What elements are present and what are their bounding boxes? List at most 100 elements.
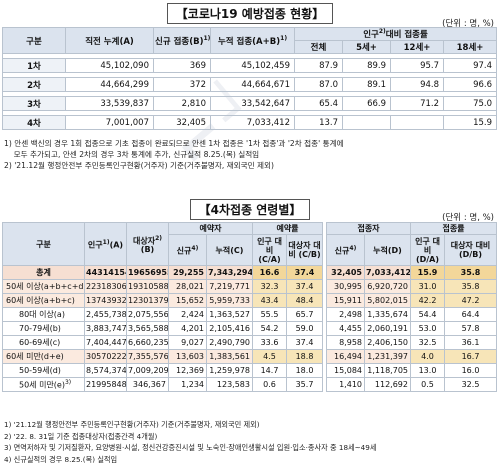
cell-new: 32,405 (153, 115, 211, 130)
row-label: 4차 (2, 115, 66, 130)
table-row: 80대 이상(a) 2,455,738 2,075,556 2,424 1,36… (2, 307, 497, 322)
cell-reserve-rate-pop: 16.6 (252, 265, 287, 280)
cell-target: 3,565,588 (126, 321, 169, 336)
row-label: 2차 (2, 77, 66, 92)
cell-rate: 87.9 (294, 58, 343, 73)
header-rate-18plus: 18세+ (443, 40, 497, 54)
row-label: 50-59세(d) (2, 363, 85, 378)
cell-vacc-rate-pop: 42.2 (410, 293, 445, 308)
row-label: 70-79세(b) (2, 321, 85, 336)
cell-reserve-rate-pop: 14.7 (252, 363, 287, 378)
cell-target: 12301379 (126, 293, 169, 308)
row-label: 1차 (2, 58, 66, 73)
cell-vacc-rate-pop: 0.5 (410, 377, 445, 392)
note-line: 2) '22. 8. 31일 기준 접종대상자(접종간격 4개월) (4, 431, 158, 441)
section2-title: 【4차접종 연령별】 (190, 199, 310, 220)
cell-vacc-cum: 1,231,397 (364, 349, 411, 364)
section1-title: 【코로나19 예방접종 현황】 (167, 3, 333, 24)
cell-rate (342, 115, 391, 130)
cell-vacc-rate-pop: 4.0 (410, 349, 445, 364)
cell-rate: 95.7 (390, 58, 444, 73)
cell-new: 2,810 (153, 96, 211, 111)
cell-reserve-new: 4,201 (168, 321, 207, 336)
cell-vacc-rate-target: 47.2 (444, 293, 497, 308)
section1-unit: (단위 : 명, %) (442, 19, 494, 29)
header-pop: 인구1)(A) (84, 222, 127, 266)
cell-prev: 7,001,007 (65, 115, 154, 130)
cell-reserve-rate-target: 18.8 (286, 349, 323, 364)
cell-new: 372 (153, 77, 211, 92)
cell-reserve-rate-target: 65.7 (286, 307, 323, 322)
cell-reserve-rate-target: 18.0 (286, 363, 323, 378)
cell-target: 6,660,235 (126, 335, 169, 350)
row-label: 총계 (2, 265, 85, 280)
header-pop-rate-c: 인구 대비 (C/A) (252, 234, 287, 266)
row-label: 50세 미만(e)3) (2, 377, 85, 392)
cell-rate: 13.7 (294, 115, 343, 130)
cell-reserve-cum: 1,383,561 (206, 349, 253, 364)
cell-vacc-new: 15,084 (326, 363, 365, 378)
cell-vacc-rate-target: 32.5 (444, 377, 497, 392)
header-rate-all: 전체 (294, 40, 343, 54)
table-row: 60-69세(c) 7,404,447 6,660,235 9,027 2,49… (2, 335, 497, 350)
cell-vacc-cum: 5,802,015 (364, 293, 411, 308)
cell-vacc-cum: 2,060,191 (364, 321, 411, 336)
cell-reserve-cum: 7,343,294 (206, 265, 253, 280)
header-reserve-new: 신규4) (168, 234, 207, 266)
cell-reserve-new: 1,234 (168, 377, 207, 392)
cell-vacc-rate-pop: 31.0 (410, 279, 445, 294)
table-row: 70-79세(b) 3,883,747 3,565,588 4,201 2,10… (2, 321, 497, 336)
header-target: 대상자2) (B) (126, 222, 169, 266)
cell-target: 2,075,556 (126, 307, 169, 322)
cell-reserve-cum: 2,105,416 (206, 321, 253, 336)
section2-unit: (단위 : 명, %) (442, 213, 494, 223)
cell-reserve-rate-pop: 4.5 (252, 349, 287, 364)
cell-cum: 45,102,459 (210, 58, 295, 73)
vaccination-status-table: 구분 직전 누계(A) 신규 접종(B)1) 누적 접종(A+B)1) 인구2)… (2, 27, 497, 130)
cell-reserve-rate-pop: 32.3 (252, 279, 287, 294)
header-vacc-rate: 접종률 (410, 222, 497, 235)
cell-vacc-new: 30,995 (326, 279, 365, 294)
header-target-rate-d: 대상자 대비 (D/B) (444, 234, 497, 266)
table-row: 1차 45,102,090 369 45,102,459 87.9 89.9 9… (2, 58, 497, 73)
cell-vacc-new: 16,494 (326, 349, 365, 364)
row-label: 60세 미만(d+e) (2, 349, 85, 364)
cell-vacc-rate-pop: 13.0 (410, 363, 445, 378)
cell-rate: 96.6 (443, 77, 497, 92)
table-row: 4차 7,001,007 32,405 7,033,412 13.7 15.9 (2, 115, 497, 130)
cell-reserve-cum: 2,490,790 (206, 335, 253, 350)
cell-rate: 97.4 (443, 58, 497, 73)
cell-rate: 89.9 (342, 58, 391, 73)
cell-target: 19656955 (126, 265, 169, 280)
cell-reserve-rate-target: 37.4 (286, 265, 323, 280)
cell-reserve-new: 13,603 (168, 349, 207, 364)
cell-target: 346,367 (126, 377, 169, 392)
header-vacc-cum: 누적(D) (364, 234, 411, 266)
header-rate-12plus: 12세+ (390, 40, 444, 54)
cell-target: 19310588 (126, 279, 169, 294)
cell-pop: 44314154 (84, 265, 127, 280)
cell-vacc-cum: 112,692 (364, 377, 411, 392)
cell-target: 7,355,576 (126, 349, 169, 364)
cell-pop: 30570222 (84, 349, 127, 364)
note-line: 1) '21.12월 행정안전부 주민등록인구현황(거주자) 기준(거주불명자,… (4, 420, 260, 429)
cell-vacc-rate-pop: 53.0 (410, 321, 445, 336)
cell-vacc-rate-target: 57.8 (444, 321, 497, 336)
cell-reserve-rate-pop: 0.6 (252, 377, 287, 392)
cell-reserve-cum: 5,959,733 (206, 293, 253, 308)
cell-prev: 44,664,299 (65, 77, 154, 92)
table-row: 총계 44314154 19656955 29,255 7,343,294 16… (2, 265, 497, 280)
cell-vacc-rate-pop: 15.9 (410, 265, 445, 280)
cell-pop: 22318306 (84, 279, 127, 294)
row-label: 50세 이상(a+b+c+d) (2, 279, 85, 294)
row-label: 80대 이상(a) (2, 307, 85, 322)
section1-notes: 1) 안센 백신의 경우 1회 접종으로 기초 접종이 완료되므로 안센 1차 … (4, 138, 496, 171)
cell-reserve-rate-pop: 54.2 (252, 321, 287, 336)
cell-pop: 8,574,374 (84, 363, 127, 378)
cell-reserve-cum: 7,219,771 (206, 279, 253, 294)
cell-rate: 75.0 (443, 96, 497, 111)
cell-reserve-new: 15,652 (168, 293, 207, 308)
header-rate-group: 인구2)대비 접종률 (294, 27, 497, 41)
cell-vacc-rate-target: 36.1 (444, 335, 497, 350)
cell-reserve-rate-target: 48.4 (286, 293, 323, 308)
